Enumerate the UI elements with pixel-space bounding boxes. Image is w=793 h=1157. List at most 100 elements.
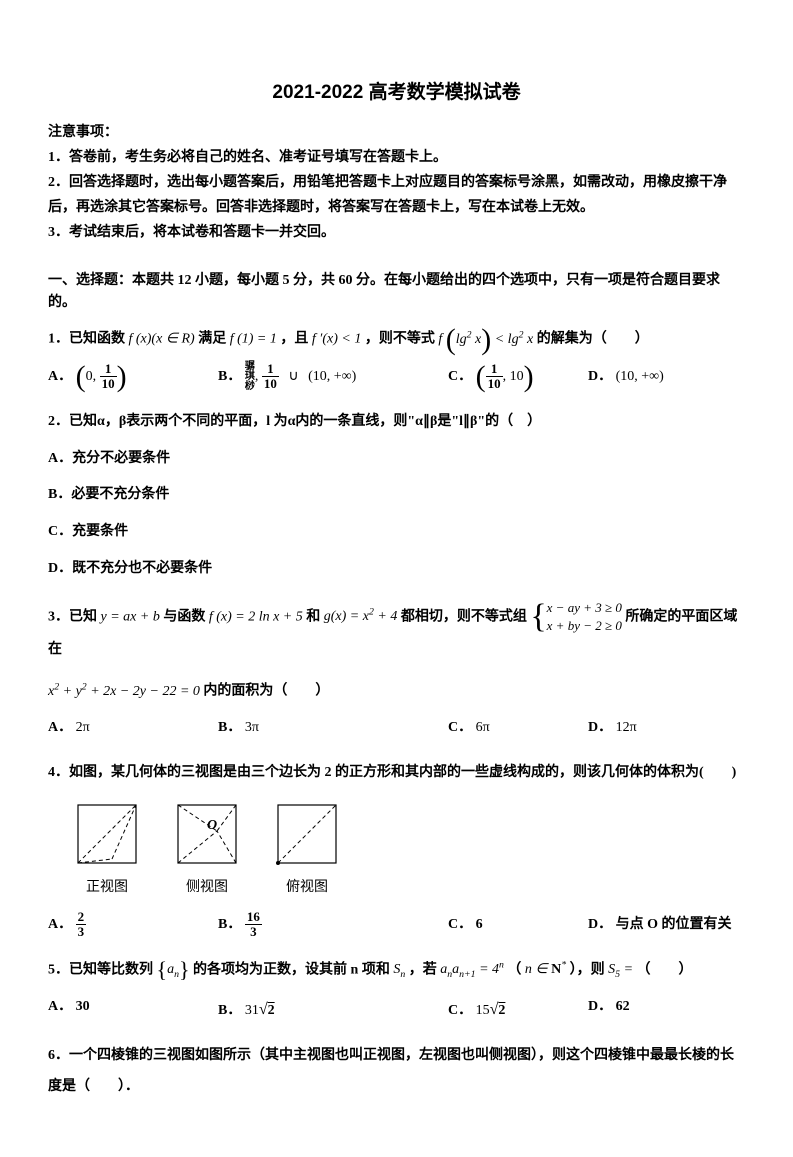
instructions-block: 注意事项： 1．答卷前，考生务必将自己的姓名、准考证号填写在答题卡上。 2．回答… [48, 122, 745, 245]
q1-suffix: 的解集为（ ） [537, 332, 649, 347]
q5-mid1: 的各项均为正数，设其前 n 项和 [193, 962, 393, 977]
q5-Sn: Sn [393, 962, 405, 977]
q5-optA: A． 30 [48, 992, 218, 1027]
q3-mid2: 和 [306, 609, 324, 624]
q5-optB-label: B． [218, 1003, 241, 1018]
q1-optA: A． (0, 110) [48, 362, 218, 393]
q4-fig3-label: 俯视图 [272, 873, 342, 904]
q5-nN: n ∈ N* [525, 962, 566, 977]
q4-fig2-label: 侧视图 [172, 873, 242, 904]
q4-optD-label: D． [588, 917, 612, 932]
instruction-line-3: 3．考试结束后，将本试卷和答题卡一并交回。 [48, 220, 745, 245]
q3-optB-val: 3π [245, 720, 259, 735]
q1-math2: f (1) = 1 [230, 332, 277, 347]
q3-optB-label: B． [218, 720, 241, 735]
q1-math3: f ′(x) < 1 [312, 332, 361, 347]
question-2: 2．已知α，β表示两个不同的平面，l 为α内的一条直线，则"α∥β是"l∥β"的… [48, 407, 745, 585]
q3-optC: C． 6π [448, 713, 588, 744]
q3-prefix: 3．已知 [48, 609, 101, 624]
page-title: 2021-2022 高考数学模拟试卷 [48, 78, 745, 108]
q5-optA-val: 30 [76, 999, 90, 1014]
q4-figures: 正视图 O 侧视图 俯视图 [72, 799, 745, 904]
q1-optB: B． 骣琪桫, 110 ∪ (10, +∞) [218, 362, 448, 393]
q3-optA: A． 2π [48, 713, 218, 744]
section1-heading: 一、选择题：本题共 12 小题，每小题 5 分，共 60 分。在每小题给出的四个… [48, 270, 745, 315]
q3-optC-label: C． [448, 720, 472, 735]
q4-optB: B． 163 [218, 910, 448, 941]
q4-optD: D． 与点 O 的位置有关 [588, 910, 745, 941]
q5-optD-val: 62 [616, 999, 630, 1014]
q6-text: 6．一个四棱锥的三视图如图所示（其中主视图也叫正视图，左视图也叫侧视图），则这个… [48, 1041, 745, 1103]
q1-optB-union: ∪ [288, 369, 298, 384]
q5-S5: S5 = [608, 962, 636, 977]
q4-fig-side: O 侧视图 [172, 799, 242, 904]
q1-mid2: ，且 [280, 332, 312, 347]
instruction-line-1: 1．答卷前，考生务必将自己的姓名、准考证号填写在答题卡上。 [48, 145, 745, 170]
q4-optC: C． 6 [448, 910, 588, 941]
q1-mid1: 满足 [198, 332, 230, 347]
q5-options: A． 30 B． 31√2 C． 15√2 D． 62 [48, 992, 745, 1027]
q4-fig-front: 正视图 [72, 799, 142, 904]
q1-optD-label: D． [588, 369, 612, 384]
question-3: 3．已知 y = ax + b 与函数 f (x) = 2 ln x + 5 和… [48, 599, 745, 744]
q3-optC-val: 6π [476, 720, 490, 735]
q4-optB-label: B． [218, 917, 241, 932]
q3-optD: D． 12π [588, 713, 745, 744]
q5-cond: anan+1 = 4n [440, 962, 504, 977]
q2-optB: B．必要不充分条件 [48, 480, 745, 511]
q5-mid2: ，若 [409, 962, 441, 977]
q3-math2: f (x) = 2 ln x + 5 [209, 609, 303, 624]
q5-prefix: 5．已知等比数列 [48, 962, 157, 977]
q1-math1: f (x)(x ∈ R) [129, 332, 195, 347]
q4-fig1-label: 正视图 [72, 873, 142, 904]
q5-optD-label: D． [588, 999, 612, 1014]
q1-optA-label: A． [48, 369, 72, 384]
question-4: 4．如图，某几何体的三视图是由三个边长为 2 的正方形和其内部的一些虚线构成的，… [48, 758, 745, 940]
q2-optD: D．既不充分也不必要条件 [48, 554, 745, 585]
q4-optC-val: 6 [476, 917, 483, 932]
question-5: 5．已知等比数列 {an} 的各项均为正数，设其前 n 项和 Sn ，若 ana… [48, 955, 745, 1028]
top-view-svg [272, 799, 342, 869]
q1-optD-text: (10, +∞) [616, 369, 664, 384]
side-view-svg: O [172, 799, 242, 869]
q1-math4: f [438, 332, 445, 347]
q5-optC-label: C． [448, 1003, 472, 1018]
q1-optC: C． (110, 10) [448, 362, 588, 393]
q2-text: 2．已知α，β表示两个不同的平面，l 为α内的一条直线，则"α∥β是"l∥β"的… [48, 407, 745, 438]
q3-optD-val: 12π [616, 720, 637, 735]
q4-text: 4．如图，某几何体的三视图是由三个边长为 2 的正方形和其内部的一些虚线构成的，… [48, 758, 745, 789]
q1-mid3: ，则不等式 [365, 332, 439, 347]
q3-mid3: 都相切，则不等式组 [401, 609, 531, 624]
q5-optB: B． 31√2 [218, 992, 448, 1027]
q1-optB-part2: (10, +∞) [308, 369, 356, 384]
q1-prefix: 1．已知函数 [48, 332, 129, 347]
question-6: 6．一个四棱锥的三视图如图所示（其中主视图也叫正视图，左视图也叫侧视图），则这个… [48, 1041, 745, 1103]
q2-optA: A．充分不必要条件 [48, 444, 745, 475]
q5-mid3: （ [507, 962, 521, 977]
q3-math3: g(x) = x2 + 4 [324, 609, 398, 624]
instructions-heading: 注意事项： [48, 122, 745, 144]
q4-optA-label: A． [48, 917, 72, 932]
front-view-svg [72, 799, 142, 869]
q4-optA: A． 23 [48, 910, 218, 941]
q2-optC: C．充要条件 [48, 517, 745, 548]
q3-optA-val: 2π [76, 720, 90, 735]
q5-optC: C． 15√2 [448, 992, 588, 1027]
q3-options: A． 2π B． 3π C． 6π D． 12π [48, 713, 745, 744]
q1-optB-label: B． [218, 369, 241, 384]
q4-optC-label: C． [448, 917, 472, 932]
q1-options: A． (0, 110) B． 骣琪桫, 110 ∪ (10, +∞) C． (1… [48, 362, 745, 393]
q5-optA-label: A． [48, 999, 72, 1014]
question-1: 1．已知函数 f (x)(x ∈ R) 满足 f (1) = 1 ，且 f ′(… [48, 324, 745, 392]
q4-fig-top: 俯视图 [272, 799, 342, 904]
q3-math4: x2 + y2 + 2x − 2y − 22 = 0 [48, 684, 200, 699]
q5-mid4: ），则 [570, 962, 609, 977]
q3-math1: y = ax + b [101, 609, 160, 624]
q5-suffix: （ ） [637, 962, 693, 977]
instruction-line-2: 2．回答选择题时，选出每小题答案后，用铅笔把答题卡上对应题目的答案标号涂黑，如需… [48, 170, 745, 220]
q3-optB: B． 3π [218, 713, 448, 744]
q3-line2-suffix: 内的面积为（ ） [203, 684, 329, 699]
q4-O-label: O [207, 818, 217, 833]
q3-optA-label: A． [48, 720, 72, 735]
q1-optD: D． (10, +∞) [588, 362, 745, 393]
